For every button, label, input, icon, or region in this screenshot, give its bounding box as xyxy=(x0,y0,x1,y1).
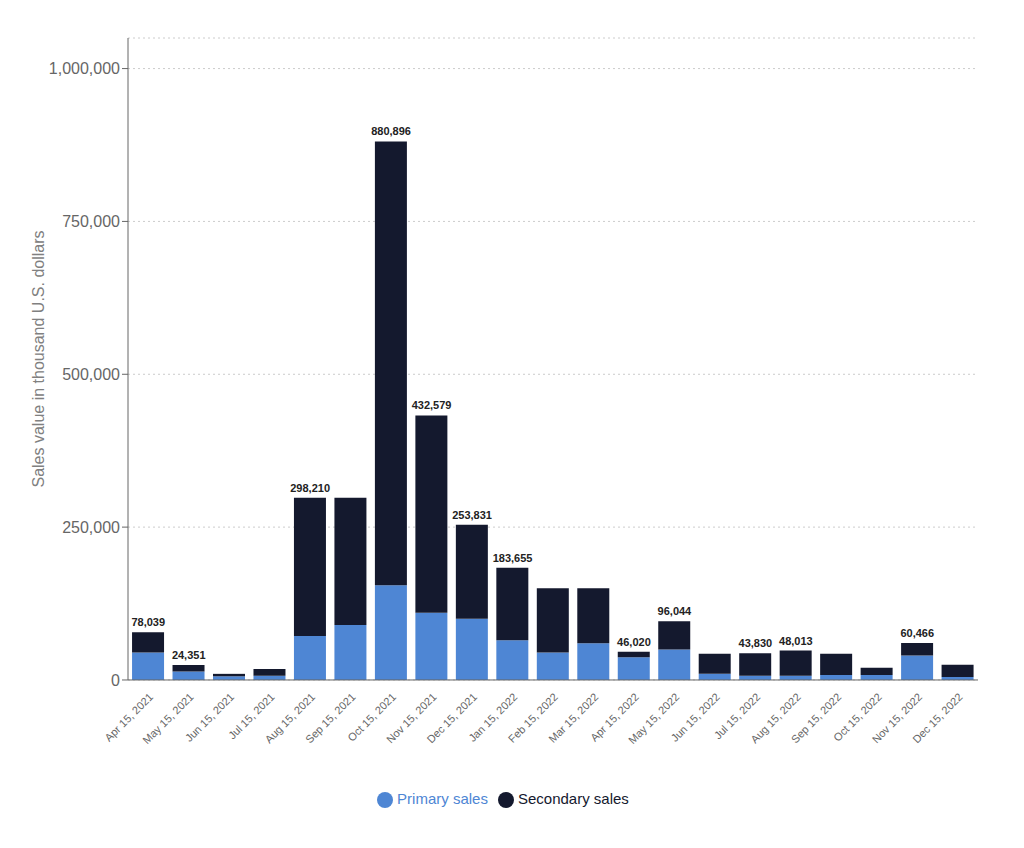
svg-text:Apr 15, 2022: Apr 15, 2022 xyxy=(588,690,641,744)
svg-text:253,831: 253,831 xyxy=(452,509,492,521)
svg-text:Jun 15, 2021: Jun 15, 2021 xyxy=(182,690,237,744)
svg-text:24,351: 24,351 xyxy=(172,649,206,661)
svg-text:78,039: 78,039 xyxy=(131,616,165,628)
svg-text:Oct 15, 2021: Oct 15, 2021 xyxy=(345,690,399,744)
svg-text:Nov 15, 2022: Nov 15, 2022 xyxy=(869,690,925,746)
svg-text:60,466: 60,466 xyxy=(900,627,934,639)
svg-text:Jul 15, 2021: Jul 15, 2021 xyxy=(225,690,277,742)
svg-text:Jul 15, 2022: Jul 15, 2022 xyxy=(711,690,763,742)
svg-text:Sep 15, 2021: Sep 15, 2021 xyxy=(302,690,358,746)
svg-text:43,830: 43,830 xyxy=(739,637,773,649)
svg-text:Dec 15, 2022: Dec 15, 2022 xyxy=(910,691,965,746)
svg-text:Mar 15, 2022: Mar 15, 2022 xyxy=(546,690,601,745)
svg-text:Sep 15, 2022: Sep 15, 2022 xyxy=(788,690,844,746)
svg-text:May 15, 2022: May 15, 2022 xyxy=(625,690,682,747)
svg-text:96,044: 96,044 xyxy=(658,605,693,617)
html-text:Secondary sales: Secondary sales xyxy=(518,790,629,807)
svg-text:Aug 15, 2021: Aug 15, 2021 xyxy=(262,690,318,746)
svg-text:Jun 15, 2022: Jun 15, 2022 xyxy=(668,690,722,744)
svg-text:432,579: 432,579 xyxy=(412,399,452,411)
svg-text:500,000: 500,000 xyxy=(62,366,120,383)
svg-text:46,020: 46,020 xyxy=(617,636,651,648)
svg-text:Sales value in thousand U.S. d: Sales value in thousand U.S. dollars xyxy=(30,230,47,487)
svg-text:1,000,000: 1,000,000 xyxy=(49,60,120,77)
svg-text:Oct 15, 2022: Oct 15, 2022 xyxy=(830,690,884,744)
svg-text:Jan 15, 2022: Jan 15, 2022 xyxy=(466,690,520,744)
svg-text:May 15, 2021: May 15, 2021 xyxy=(140,690,196,747)
svg-text:250,000: 250,000 xyxy=(62,519,120,536)
svg-text:Aug 15, 2022: Aug 15, 2022 xyxy=(748,690,803,746)
svg-text:Dec 15, 2021: Dec 15, 2021 xyxy=(424,690,480,746)
html-text:Primary sales: Primary sales xyxy=(397,790,488,807)
svg-text:48,013: 48,013 xyxy=(779,635,813,647)
svg-text:183,655: 183,655 xyxy=(493,552,533,564)
svg-text:0: 0 xyxy=(111,672,120,689)
svg-text:750,000: 750,000 xyxy=(62,213,120,230)
svg-text:298,210: 298,210 xyxy=(290,482,330,494)
svg-text:880,896: 880,896 xyxy=(371,125,411,137)
svg-text:Apr 15, 2021: Apr 15, 2021 xyxy=(102,690,156,744)
svg-text:Nov 15, 2021: Nov 15, 2021 xyxy=(383,690,439,746)
svg-text:Feb 15, 2022: Feb 15, 2022 xyxy=(505,690,561,745)
